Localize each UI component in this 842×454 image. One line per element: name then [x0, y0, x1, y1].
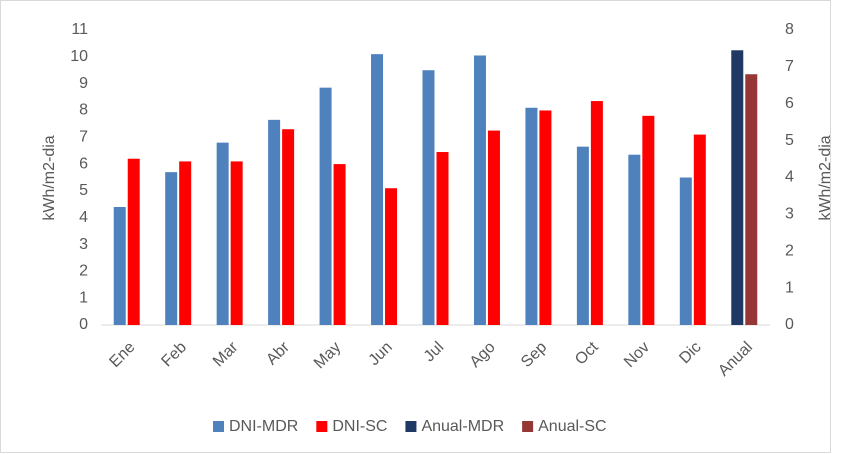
bar — [179, 161, 192, 325]
y2-tick-label: 8 — [785, 21, 794, 38]
bar — [127, 158, 140, 325]
legend-swatch — [213, 421, 224, 432]
bar — [693, 134, 706, 325]
bar — [282, 129, 295, 325]
y2-tick-label: 3 — [785, 206, 794, 223]
y2-tick-label: 4 — [785, 169, 794, 186]
bar — [165, 172, 178, 325]
y-tick-label: 9 — [79, 75, 88, 92]
bar — [487, 130, 500, 325]
y-tick-label: 5 — [79, 182, 88, 199]
bar — [473, 55, 486, 326]
y2-axis-label: kWh/m2-dia — [817, 135, 834, 220]
y-tick-label: 1 — [79, 289, 88, 306]
y2-tick-label: 1 — [785, 279, 794, 296]
y2-tick-label: 5 — [785, 132, 794, 149]
bar — [539, 110, 552, 325]
bar — [422, 70, 435, 326]
bar — [525, 107, 538, 325]
y-tick-label: 2 — [79, 263, 88, 280]
bar — [268, 119, 281, 325]
y-tick-label: 0 — [79, 316, 88, 333]
bar — [576, 146, 589, 325]
y2-tick-label: 6 — [785, 95, 794, 112]
y-tick-label: 3 — [79, 236, 88, 253]
bar — [385, 188, 398, 325]
bar — [319, 87, 332, 325]
bar — [333, 164, 346, 325]
legend-label: DNI-SC — [332, 418, 387, 435]
bar — [230, 161, 243, 325]
legend-swatch — [405, 421, 417, 432]
bar — [642, 115, 655, 326]
bar — [628, 154, 641, 325]
bar — [745, 74, 758, 325]
y-tick-label: 7 — [79, 128, 88, 145]
bar — [731, 50, 744, 325]
y-tick-label: 6 — [79, 155, 88, 172]
legend-label: DNI-MDR — [229, 418, 298, 435]
y-axis-label: kWh/m2-dia — [41, 135, 58, 220]
bar — [679, 177, 692, 325]
y-tick-label: 10 — [70, 48, 88, 65]
legend-swatch — [316, 421, 328, 432]
y-tick-label: 8 — [79, 102, 88, 119]
bar — [590, 101, 603, 326]
y2-tick-label: 2 — [785, 242, 794, 259]
legend-swatch — [522, 421, 534, 432]
y2-tick-label: 7 — [785, 58, 794, 75]
legend-label: Anual-SC — [538, 418, 606, 435]
y-tick-label: 11 — [71, 21, 88, 38]
legend-label: Anual-MDR — [421, 418, 504, 435]
bar — [216, 142, 229, 325]
y2-tick-label: 0 — [785, 316, 794, 333]
bar — [113, 207, 126, 325]
bar — [371, 54, 384, 326]
bar — [436, 152, 449, 325]
y-tick-label: 4 — [79, 209, 88, 226]
